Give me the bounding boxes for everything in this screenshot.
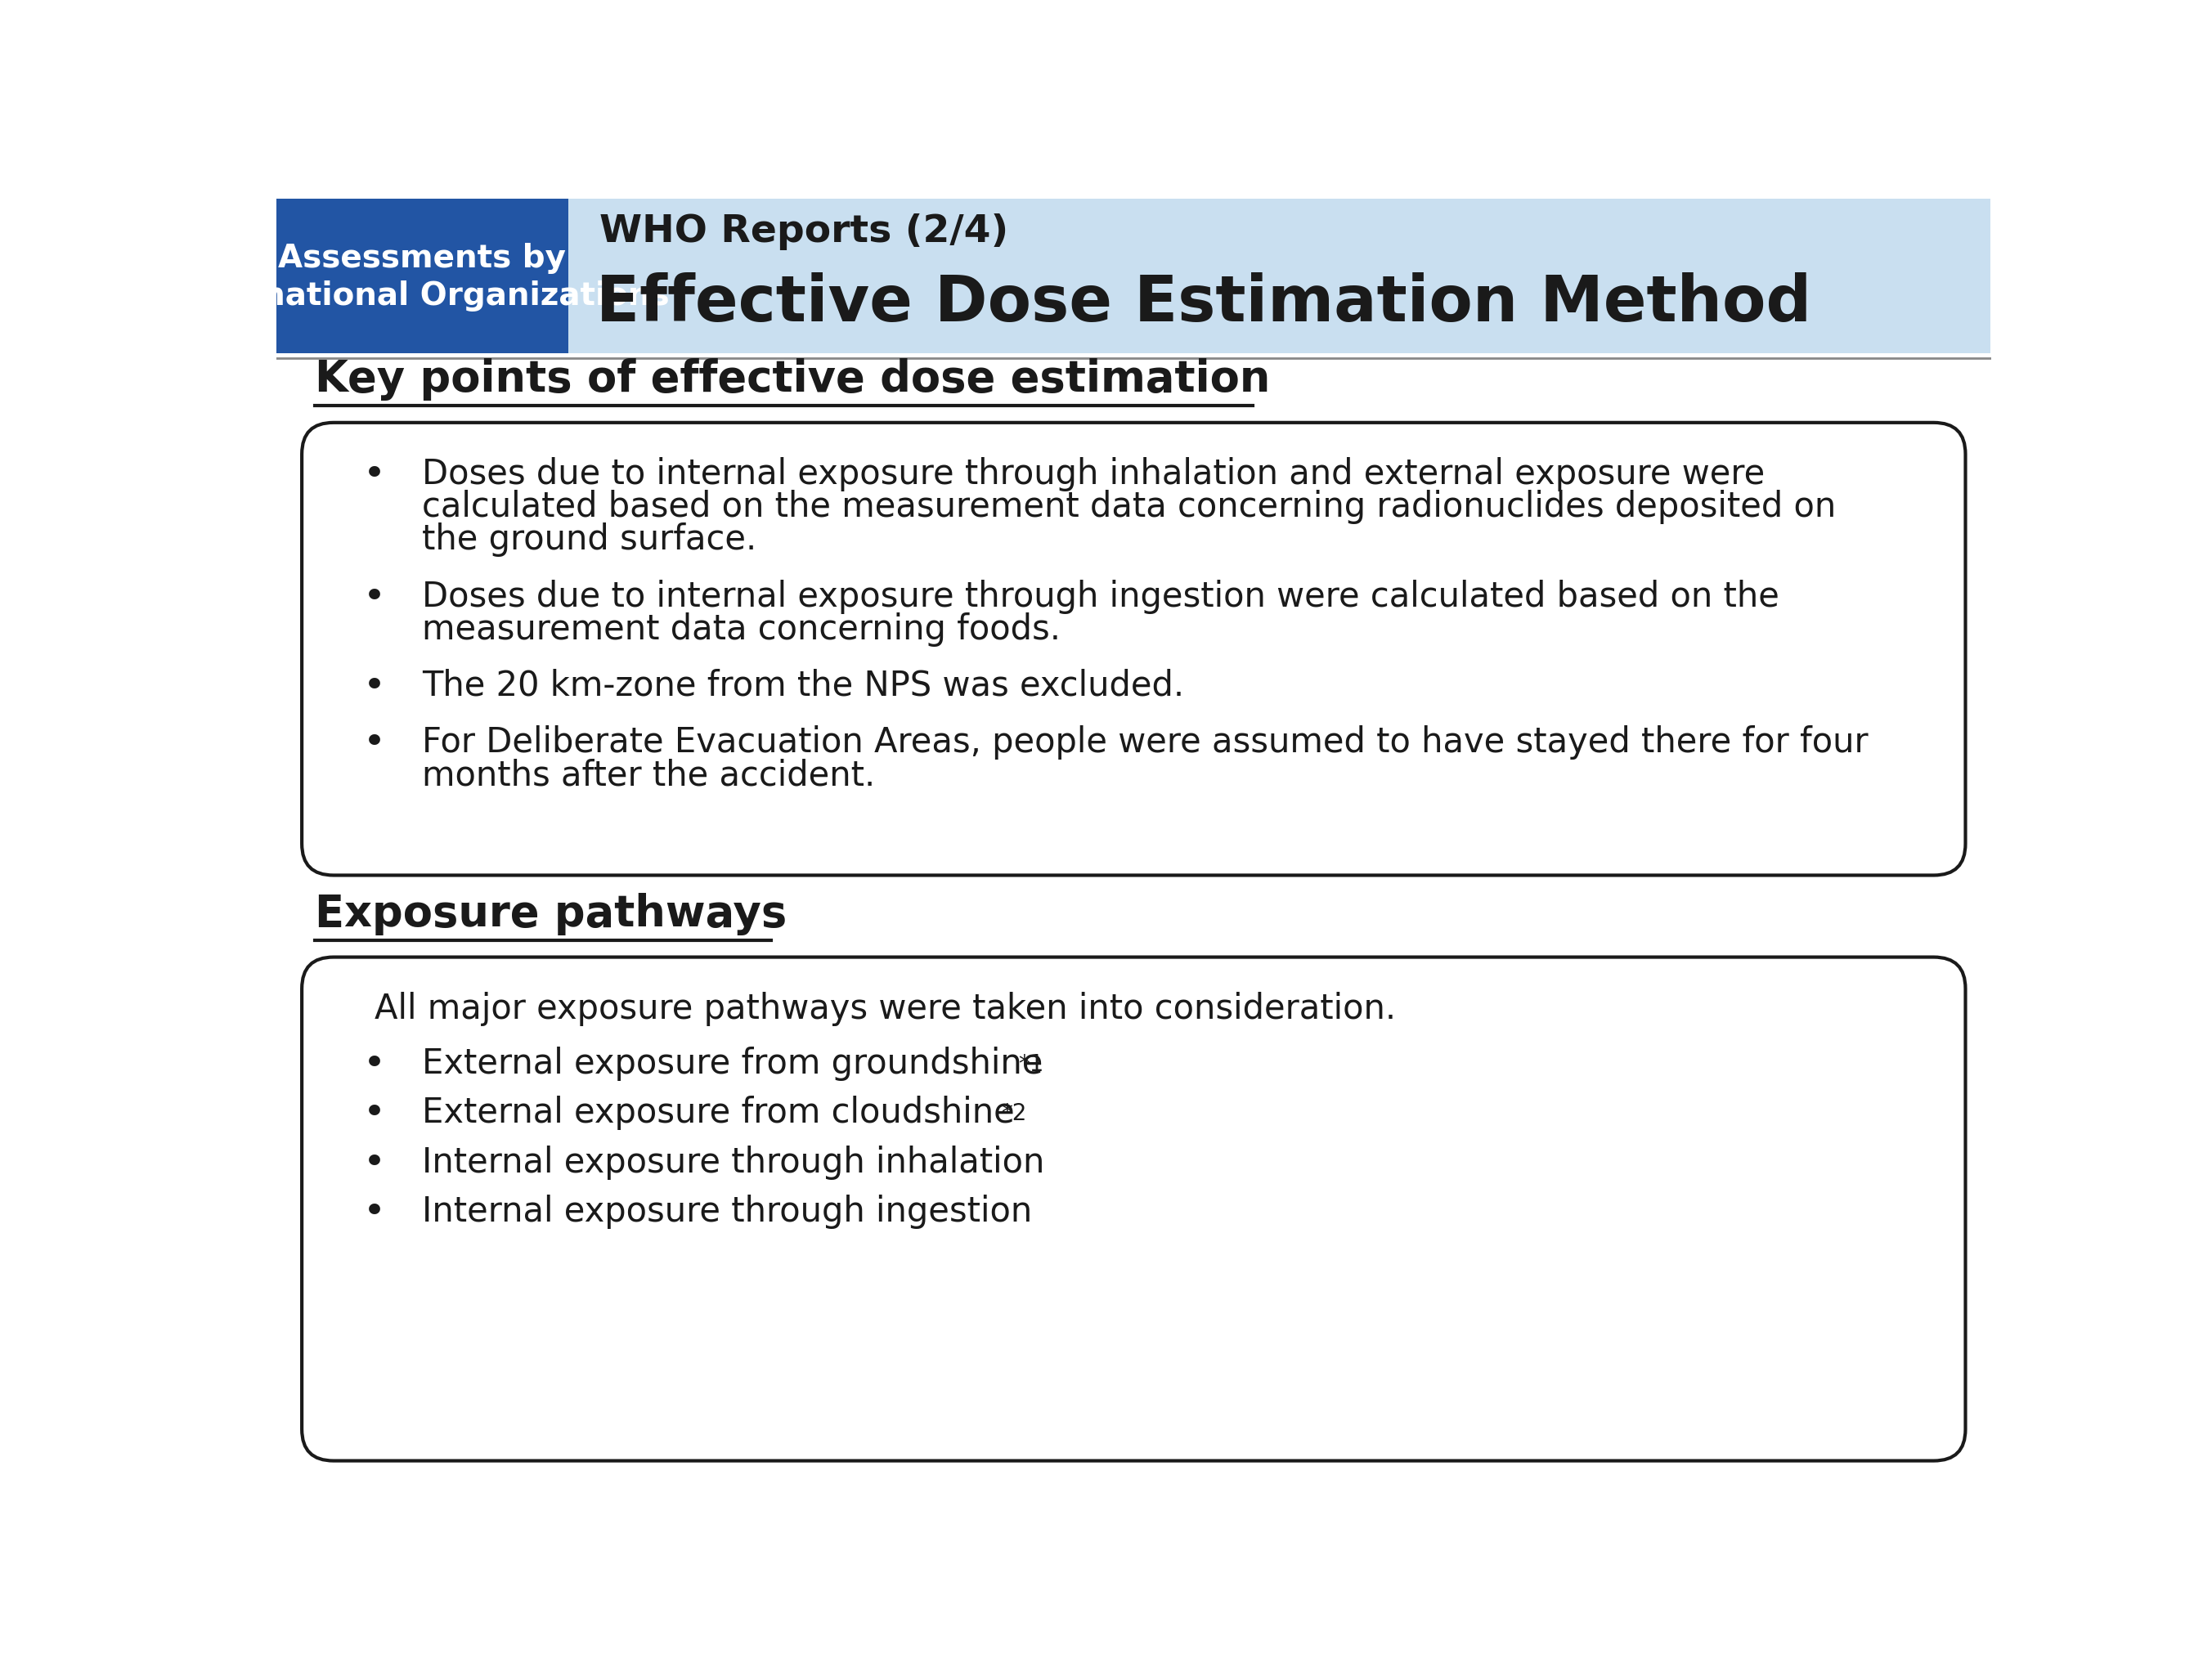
Text: Internal exposure through inhalation: Internal exposure through inhalation bbox=[422, 1145, 1044, 1180]
FancyBboxPatch shape bbox=[301, 957, 1966, 1462]
Text: For Deliberate Evacuation Areas, people were assumed to have stayed there for fo: For Deliberate Evacuation Areas, people … bbox=[422, 725, 1869, 760]
FancyBboxPatch shape bbox=[276, 199, 1991, 353]
FancyBboxPatch shape bbox=[276, 199, 568, 353]
Text: *2: *2 bbox=[1000, 1102, 1026, 1125]
Text: WHO Reports (2/4): WHO Reports (2/4) bbox=[599, 214, 1009, 251]
Text: •: • bbox=[363, 1194, 387, 1231]
Text: The 20 km-zone from the NPS was excluded.: The 20 km-zone from the NPS was excluded… bbox=[422, 669, 1183, 703]
Text: measurement data concerning foods.: measurement data concerning foods. bbox=[422, 612, 1062, 647]
Text: External exposure from groundshine: External exposure from groundshine bbox=[422, 1047, 1044, 1082]
Text: Key points of effective dose estimation: Key points of effective dose estimation bbox=[314, 358, 1270, 400]
Text: Effective Dose Estimation Method: Effective Dose Estimation Method bbox=[597, 272, 1812, 333]
Text: the ground surface.: the ground surface. bbox=[422, 523, 757, 557]
Text: Exposure pathways: Exposure pathways bbox=[314, 893, 787, 936]
Text: All major exposure pathways were taken into consideration.: All major exposure pathways were taken i… bbox=[374, 992, 1396, 1025]
Text: Doses due to internal exposure through ingestion were calculated based on the: Doses due to internal exposure through i… bbox=[422, 579, 1781, 614]
Text: calculated based on the measurement data concerning radionuclides deposited on: calculated based on the measurement data… bbox=[422, 489, 1836, 524]
Text: •: • bbox=[363, 1097, 387, 1133]
Text: Assessments by: Assessments by bbox=[279, 242, 566, 274]
FancyBboxPatch shape bbox=[301, 423, 1966, 876]
Text: External exposure from cloudshine: External exposure from cloudshine bbox=[422, 1097, 1015, 1130]
Text: •: • bbox=[363, 669, 387, 705]
Text: •: • bbox=[363, 1047, 387, 1083]
Text: •: • bbox=[363, 1145, 387, 1183]
Text: •: • bbox=[363, 458, 387, 494]
Text: •: • bbox=[363, 725, 387, 761]
Text: Internal exposure through ingestion: Internal exposure through ingestion bbox=[422, 1194, 1033, 1229]
Text: •: • bbox=[363, 579, 387, 615]
Text: *1: *1 bbox=[1018, 1053, 1044, 1075]
Text: Doses due to internal exposure through inhalation and external exposure were: Doses due to internal exposure through i… bbox=[422, 458, 1765, 491]
Text: International Organizations: International Organizations bbox=[175, 280, 668, 312]
Text: months after the accident.: months after the accident. bbox=[422, 758, 876, 793]
